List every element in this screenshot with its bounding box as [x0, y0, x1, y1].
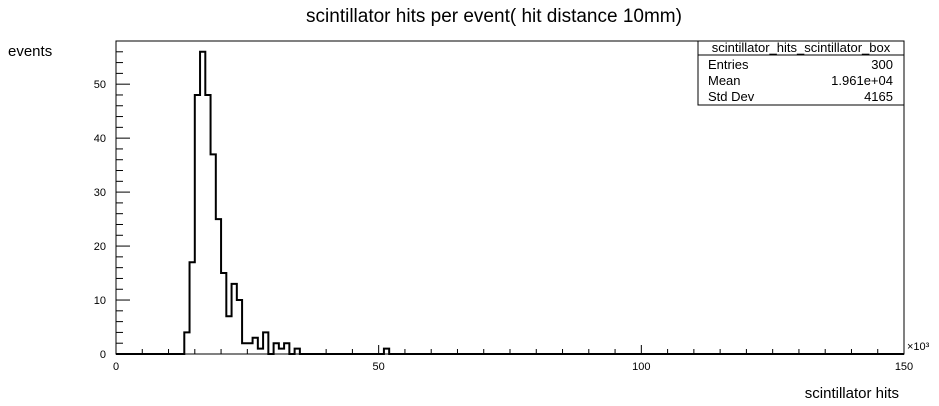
chart-title: scintillator hits per event( hit distanc…: [306, 6, 682, 27]
x-tick-label: 100: [632, 361, 650, 373]
stats-mean-label: Mean: [708, 73, 741, 88]
y-tick-label: 30: [94, 187, 106, 199]
stats-entries-value: 300: [871, 57, 893, 72]
y-axis-label: events: [8, 43, 52, 60]
stats-stddev-label: Std Dev: [708, 89, 755, 104]
x-tick-label: 0: [113, 361, 119, 373]
stats-box-name: scintillator_hits_scintillator_box: [712, 40, 891, 55]
tick-labels: 0 50 100 150 0 10 20 30 40 50: [94, 79, 913, 373]
stats-entries-label: Entries: [708, 57, 749, 72]
y-tick-label: 40: [94, 133, 106, 145]
stats-mean-value: 1.961e+04: [831, 73, 893, 88]
stats-box: scintillator_hits_scintillator_box Entri…: [697, 40, 905, 106]
x-tick-label: 150: [895, 361, 913, 373]
histogram-outline: [116, 50, 904, 355]
y-tick-label: 0: [100, 349, 106, 361]
stats-box-frame: [697, 40, 905, 106]
y-tick-label: 10: [94, 295, 106, 307]
y-tick-label: 50: [94, 79, 106, 91]
x-axis-label: scintillator hits: [805, 385, 899, 402]
stats-stddev-value: 4165: [864, 89, 893, 104]
y-tick-label: 20: [94, 241, 106, 253]
x-tick-label: 50: [373, 361, 385, 373]
x-multiplier-label: ×10³: [907, 341, 930, 353]
